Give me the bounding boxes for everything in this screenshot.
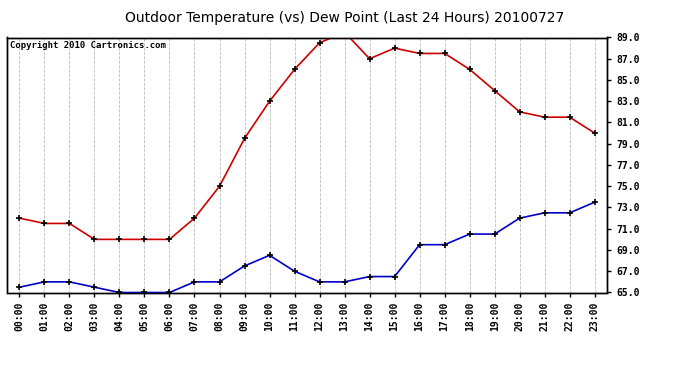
- Text: Copyright 2010 Cartronics.com: Copyright 2010 Cartronics.com: [10, 41, 166, 50]
- Text: Outdoor Temperature (vs) Dew Point (Last 24 Hours) 20100727: Outdoor Temperature (vs) Dew Point (Last…: [126, 11, 564, 25]
